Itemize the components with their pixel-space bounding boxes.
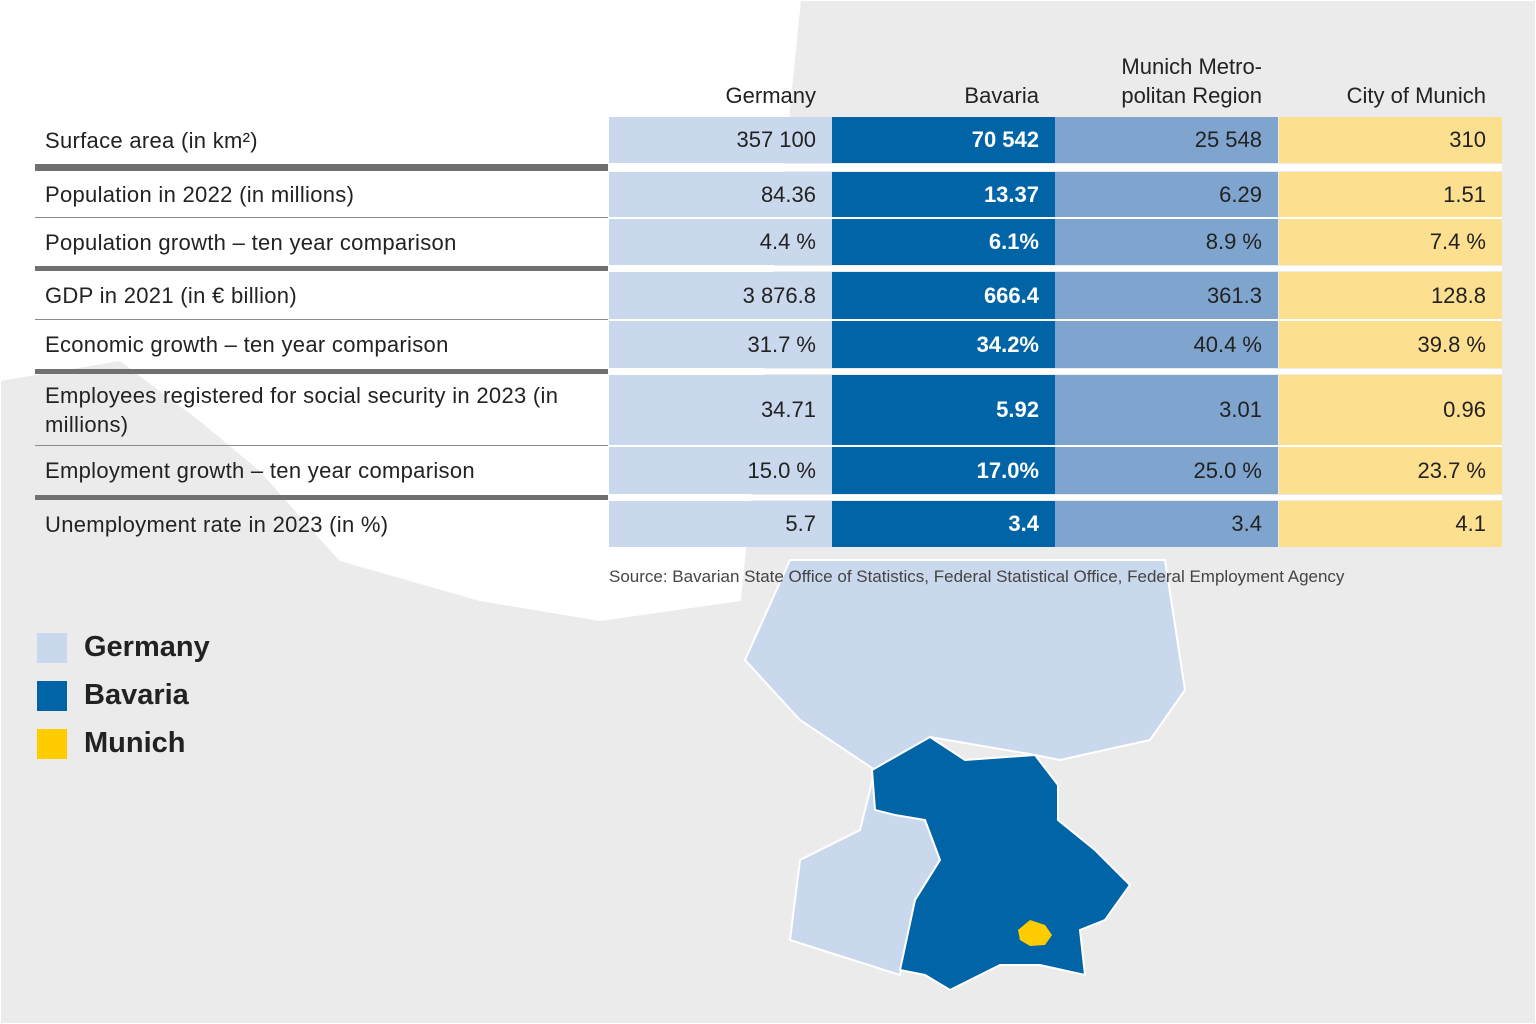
legend-swatch bbox=[37, 729, 67, 759]
legend-swatch bbox=[37, 633, 67, 663]
column-header: Munich Metro- politan Region bbox=[1121, 54, 1262, 108]
column-header: Germany bbox=[725, 83, 816, 108]
row-gap bbox=[609, 495, 1502, 500]
column-header: City of Munich bbox=[1346, 83, 1486, 108]
row-divider bbox=[35, 319, 608, 320]
row-gap bbox=[609, 319, 1502, 321]
row-label: Population in 2022 (in millions) bbox=[45, 182, 355, 207]
table-cell: 15.0 % bbox=[609, 447, 832, 494]
table-cell: 357 100 bbox=[609, 117, 832, 163]
table-cell: 5.92 bbox=[832, 375, 1055, 445]
row-label: Employment growth – ten year comparison bbox=[45, 458, 475, 483]
table-row: Surface area (in km²) 357 100 70 542 25 548… bbox=[35, 117, 1502, 163]
table-row: Unemployment rate in 2023 (in %) 5.7 3.4 3.… bbox=[35, 501, 1502, 547]
legend-swatch bbox=[37, 681, 67, 711]
table-cell: 6.1% bbox=[832, 219, 1055, 265]
table-cell: 23.7 % bbox=[1279, 447, 1502, 494]
table-cell: 666.4 bbox=[832, 272, 1055, 319]
row-gap bbox=[609, 164, 1502, 171]
table-cell: 25 548 bbox=[1055, 117, 1278, 163]
table-cell: 3.4 bbox=[832, 501, 1055, 547]
table-cell: 84.36 bbox=[609, 172, 832, 217]
row-label: Unemployment rate in 2023 (in %) bbox=[45, 511, 389, 537]
table-row: GDP in 2021 (in € billion) 3 876.8 666.4 36… bbox=[35, 272, 1502, 319]
row-label: Economic growth – ten year comparison bbox=[45, 332, 449, 357]
row-gap bbox=[609, 445, 1502, 447]
table-row: Employees registered for social security… bbox=[35, 375, 1502, 445]
table-cell: 13.37 bbox=[832, 172, 1055, 217]
row-label: Population growth – ten year comparison bbox=[45, 229, 457, 255]
legend-label: Bavaria bbox=[84, 679, 189, 711]
table-cell: 3.4 bbox=[1055, 501, 1278, 547]
row-divider bbox=[35, 217, 608, 218]
row-divider bbox=[35, 266, 608, 271]
table-cell: 17.0% bbox=[832, 447, 1055, 494]
table-row: Population in 2022 (in millions) 84.36 13.… bbox=[35, 172, 1502, 217]
table-cell: 25.0 % bbox=[1055, 447, 1278, 494]
row-divider bbox=[35, 445, 608, 446]
table-row: Population growth – ten year comparison 4… bbox=[35, 219, 1502, 265]
table-cell: 31.7 % bbox=[609, 321, 832, 368]
row-label: GDP in 2021 (in € billion) bbox=[45, 283, 297, 308]
table-cell: 34.2% bbox=[832, 321, 1055, 368]
table-cell: 40.4 % bbox=[1055, 321, 1278, 368]
legend-label: Munich bbox=[84, 727, 186, 759]
table-row: Economic growth – ten year comparison 31.… bbox=[35, 321, 1502, 368]
table-cell: 4.1 bbox=[1279, 501, 1502, 547]
table-cell: 310 bbox=[1279, 117, 1502, 163]
table-cell: 3 876.8 bbox=[609, 272, 832, 319]
table-row: Employment growth – ten year comparison 1… bbox=[35, 447, 1502, 494]
table-cell: 8.9 % bbox=[1055, 219, 1278, 265]
table-cell: 3.01 bbox=[1055, 375, 1278, 445]
table-cell: 0.96 bbox=[1279, 375, 1502, 445]
row-label: Surface area (in km²) bbox=[45, 127, 258, 153]
table-cell: 5.7 bbox=[609, 501, 832, 547]
row-gap bbox=[609, 266, 1502, 271]
table-cell: 1.51 bbox=[1279, 172, 1502, 217]
row-gap bbox=[609, 217, 1502, 219]
table-cell: 128.8 bbox=[1279, 272, 1502, 319]
table-cell: 39.8 % bbox=[1279, 321, 1502, 368]
row-divider bbox=[35, 369, 608, 374]
table-cell: 7.4 % bbox=[1279, 219, 1502, 265]
row-divider bbox=[35, 164, 608, 171]
table-cell: 6.29 bbox=[1055, 172, 1278, 217]
table-cell: 361.3 bbox=[1055, 272, 1278, 319]
row-divider bbox=[35, 495, 608, 500]
row-gap bbox=[609, 369, 1502, 374]
bavaria-region bbox=[870, 735, 1132, 992]
table-cell: 4.4 % bbox=[609, 219, 832, 265]
source-note: Source: Bavarian State Office of Statist… bbox=[609, 567, 1345, 586]
row-label: Employees registered for social security… bbox=[45, 383, 559, 437]
column-header: Bavaria bbox=[964, 83, 1039, 108]
munich-region bbox=[1018, 920, 1052, 946]
table-cell: 34.71 bbox=[609, 375, 832, 445]
table-cell: 70 542 bbox=[832, 117, 1055, 163]
legend-label: Germany bbox=[84, 631, 210, 663]
